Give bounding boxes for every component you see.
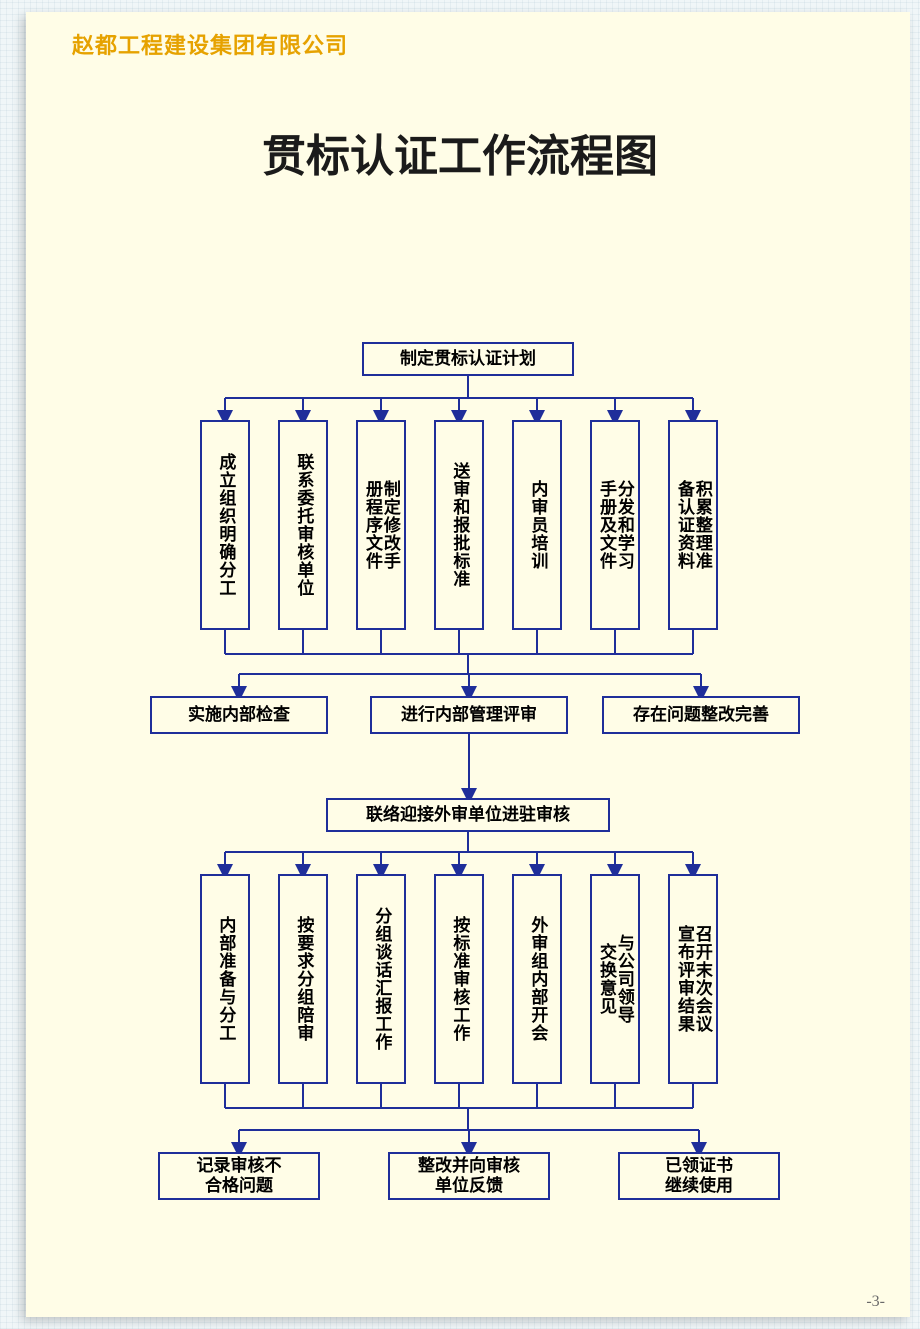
document-sheet [26,12,910,1317]
company-name: 赵都工程建设集团有限公司 [72,28,348,60]
page-title: 贯标认证工作流程图 [0,120,920,184]
page-number: -3- [866,1293,885,1311]
